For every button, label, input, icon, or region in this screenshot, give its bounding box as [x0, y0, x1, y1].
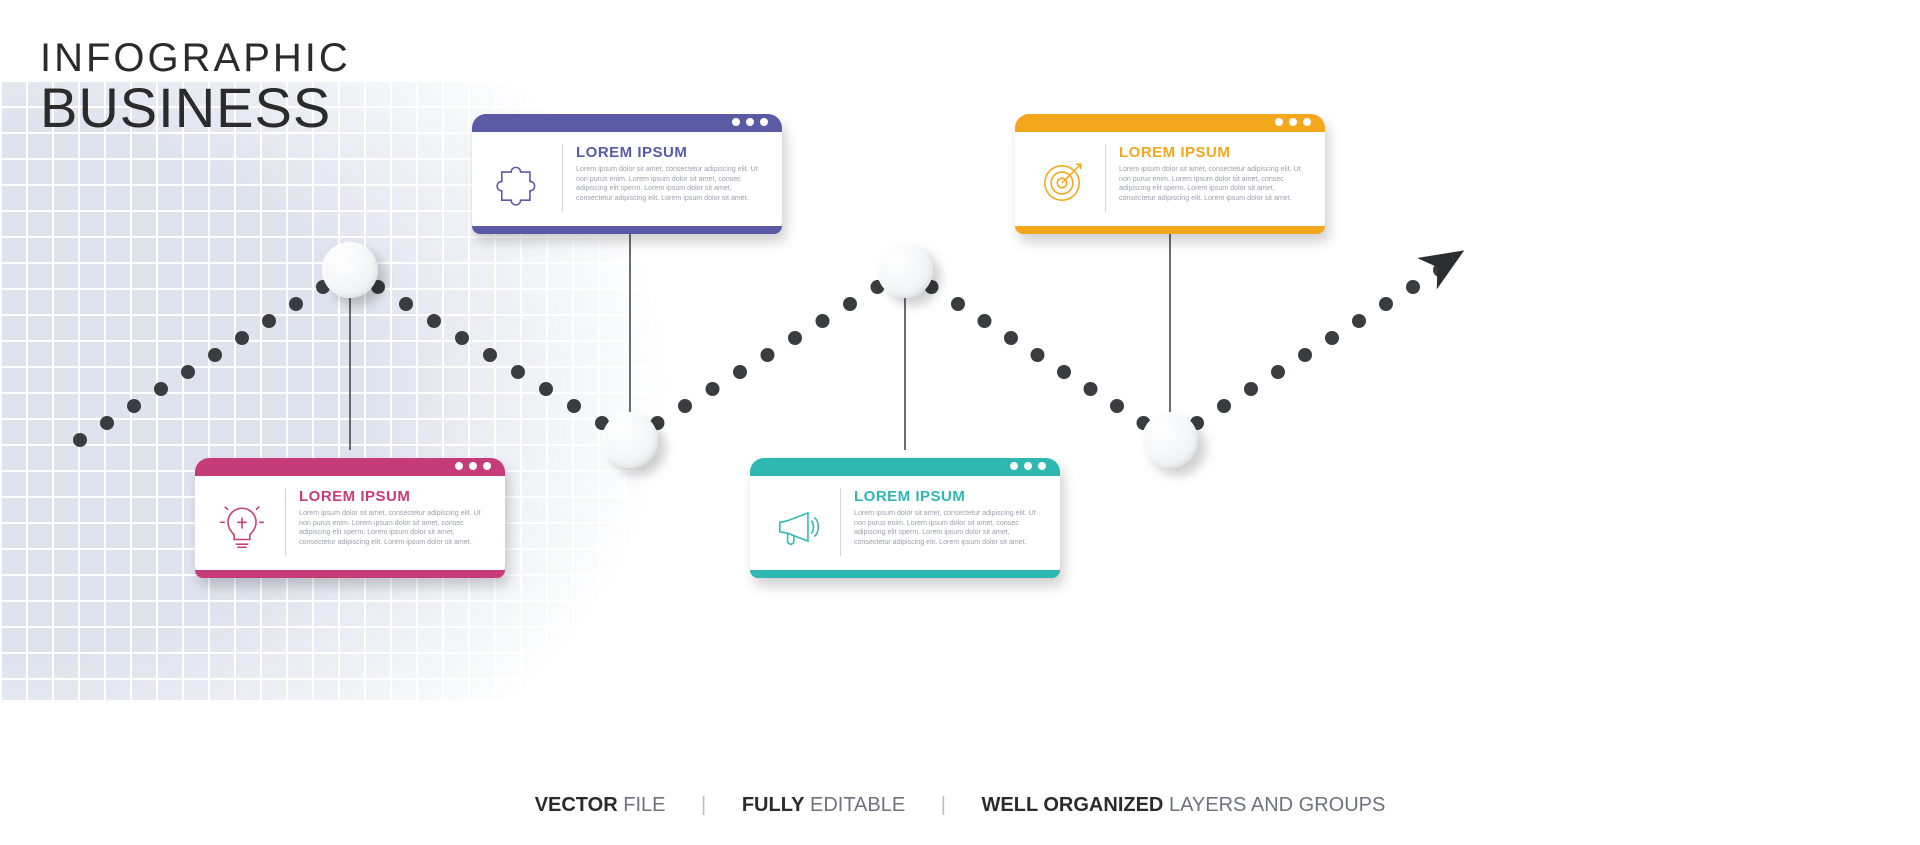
zigzag-dot: [788, 331, 802, 345]
zigzag-dot: [483, 348, 497, 362]
main-heading: INFOGRAPHIC BUSINESS: [40, 36, 351, 140]
window-dots-icon: [455, 462, 491, 470]
window-dots-icon: [1275, 118, 1311, 126]
arrowhead-icon: [1417, 235, 1474, 290]
zigzag-dot: [181, 365, 195, 379]
zigzag-dot: [1298, 348, 1312, 362]
zigzag-dot: [208, 348, 222, 362]
zigzag-dot: [1217, 399, 1231, 413]
zigzag-dot: [1352, 314, 1366, 328]
footer-seg-1-light: EDITABLE: [810, 794, 905, 816]
timeline-node: [877, 242, 933, 298]
card-header-bar: [1015, 114, 1325, 132]
zigzag-dot: [816, 314, 830, 328]
zigzag-dot: [678, 399, 692, 413]
zigzag-dot: [1379, 297, 1393, 311]
footer-seg-0-bold: VECTOR: [535, 794, 618, 816]
zigzag-dot: [455, 331, 469, 345]
zigzag-dot: [1084, 382, 1098, 396]
footer-credits: VECTOR FILE | FULLY EDITABLE | WELL ORGA…: [0, 794, 1920, 817]
zigzag-dot: [1110, 399, 1124, 413]
card-title: LOREM IPSUM: [299, 488, 489, 505]
card-divider: [285, 488, 286, 556]
zigzag-dot: [1057, 365, 1071, 379]
card-footer-bar: [750, 570, 1060, 578]
footer-seg-2-light: LAYERS AND GROUPS: [1169, 794, 1385, 816]
info-card: LOREM IPSUM Lorem ipsum dolor sit amet, …: [472, 114, 782, 234]
zigzag-dot: [567, 399, 581, 413]
card-body: Lorem ipsum dolor sit amet, consectetur …: [576, 165, 766, 203]
footer-seg-0-light: FILE: [623, 794, 665, 816]
card-title: LOREM IPSUM: [576, 144, 766, 161]
zigzag-dot: [1271, 365, 1285, 379]
zigzag-dot: [154, 382, 168, 396]
zigzag-dot: [978, 314, 992, 328]
info-card: LOREM IPSUM Lorem ipsum dolor sit amet, …: [195, 458, 505, 578]
target-icon: [1037, 158, 1087, 208]
window-dots-icon: [732, 118, 768, 126]
card-divider: [562, 144, 563, 212]
card-footer-bar: [472, 226, 782, 234]
zigzag-dot: [127, 399, 141, 413]
zigzag-dot: [73, 433, 87, 447]
card-body: Lorem ipsum dolor sit amet, consectetur …: [1119, 165, 1309, 203]
card-header-bar: [750, 458, 1060, 476]
zigzag-dot: [733, 365, 747, 379]
card-footer-bar: [195, 570, 505, 578]
card-header-bar: [195, 458, 505, 476]
zigzag-dot: [511, 365, 525, 379]
zigzag-dot: [1433, 263, 1447, 277]
zigzag-dot: [843, 297, 857, 311]
zigzag-dot: [427, 314, 441, 328]
zigzag-dot: [1325, 331, 1339, 345]
card-divider: [840, 488, 841, 556]
zigzag-dot: [1031, 348, 1045, 362]
zigzag-dot: [951, 297, 965, 311]
card-divider: [1105, 144, 1106, 212]
zigzag-dot: [235, 331, 249, 345]
heading-line2: BUSINESS: [40, 75, 351, 140]
footer-seg-1-bold: FULLY: [742, 794, 805, 816]
footer-separator: |: [701, 794, 706, 816]
zigzag-dot: [1244, 382, 1258, 396]
card-body: Lorem ipsum dolor sit amet, consectetur …: [854, 509, 1044, 547]
window-dots-icon: [1010, 462, 1046, 470]
info-card: LOREM IPSUM Lorem ipsum dolor sit amet, …: [750, 458, 1060, 578]
megaphone-icon: [772, 502, 822, 552]
zigzag-dot: [539, 382, 553, 396]
zigzag-dot: [1004, 331, 1018, 345]
card-header-bar: [472, 114, 782, 132]
card-title: LOREM IPSUM: [854, 488, 1044, 505]
timeline-node: [1142, 412, 1198, 468]
zigzag-dot: [1406, 280, 1420, 294]
timeline-node: [322, 242, 378, 298]
zigzag-dot: [100, 416, 114, 430]
puzzle-icon: [494, 158, 544, 208]
footer-seg-2-bold: WELL ORGANIZED: [982, 794, 1164, 816]
card-title: LOREM IPSUM: [1119, 144, 1309, 161]
zigzag-dot: [706, 382, 720, 396]
lightbulb-icon: [217, 502, 267, 552]
footer-separator: |: [941, 794, 946, 816]
zigzag-dot: [761, 348, 775, 362]
zigzag-dot: [399, 297, 413, 311]
card-footer-bar: [1015, 226, 1325, 234]
zigzag-dot: [289, 297, 303, 311]
zigzag-dot: [262, 314, 276, 328]
card-body: Lorem ipsum dolor sit amet, consectetur …: [299, 509, 489, 547]
info-card: LOREM IPSUM Lorem ipsum dolor sit amet, …: [1015, 114, 1325, 234]
timeline-node: [602, 412, 658, 468]
